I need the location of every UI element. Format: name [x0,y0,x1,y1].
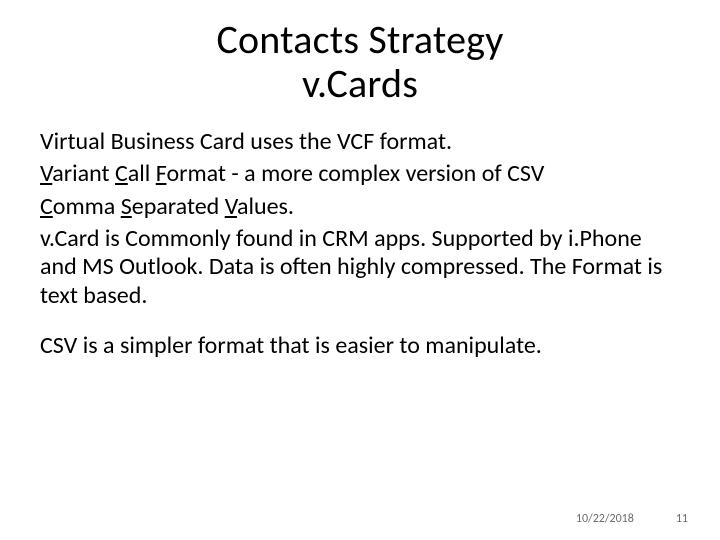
text-alues: alues. [237,192,294,221]
body-line-2: Variant Call Format - a more complex ver… [40,160,680,188]
body-line-3: Comma Separated Values. [40,193,680,221]
text-omma: omma [53,192,121,221]
body-line-4: v.Card is Commonly found in CRM apps. Su… [40,225,680,310]
body-line-1: Virtual Business Card uses the VCF forma… [40,128,680,156]
slide-body: Virtual Business Card uses the VCF forma… [40,128,680,360]
title-line-1: Contacts Strategy [216,15,503,64]
title-line-2: v.Cards [302,59,418,108]
underline-f: F [156,159,167,188]
slide-footer: 10/22/2018 11 [576,512,688,526]
slide-title: Contacts Strategy v.Cards [40,18,680,106]
underline-c: C [115,159,128,188]
footer-page-number: 11 [676,512,688,526]
body-line-5: CSV is a simpler format that is easier t… [40,332,680,360]
text-ormat: ormat - a more complex version of CSV [166,159,544,188]
slide: Contacts Strategy v.Cards Virtual Busine… [0,0,720,540]
underline-v2: V [225,192,237,221]
text-ariant: ariant [52,159,115,188]
underline-v: V [40,159,52,188]
underline-c2: C [40,192,53,221]
text-all: all [128,159,156,188]
footer-date: 10/22/2018 [576,512,634,526]
text-eparated: eparated [132,192,225,221]
underline-s: S [121,192,132,221]
